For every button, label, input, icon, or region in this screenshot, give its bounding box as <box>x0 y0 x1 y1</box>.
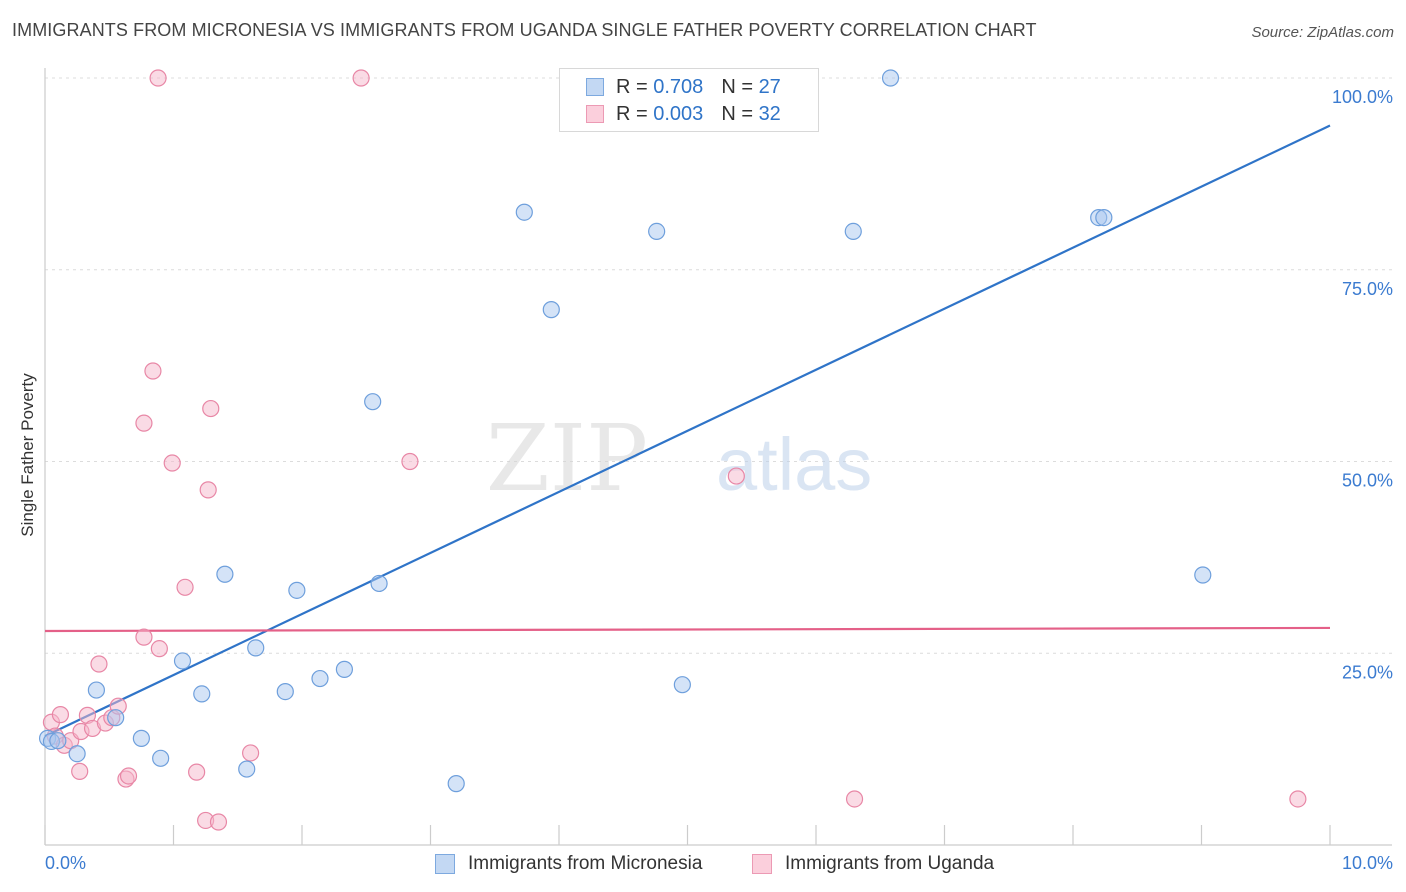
legend-label-uganda: Immigrants from Uganda <box>785 853 995 874</box>
micronesia-point <box>49 732 67 750</box>
micronesia-trendline <box>44 124 1331 738</box>
uganda-point <box>845 790 864 808</box>
legend-item-uganda: Immigrants from Uganda <box>752 852 994 876</box>
micronesia-point <box>288 581 306 599</box>
micronesia-point <box>370 574 388 593</box>
micronesia-point <box>276 682 294 701</box>
micronesia-point <box>152 749 170 767</box>
uganda-point <box>188 763 206 781</box>
uganda-point <box>51 706 70 724</box>
uganda-point <box>135 414 153 432</box>
uganda-point <box>90 655 108 673</box>
chart-title: IMMIGRANTS FROM MICRONESIA VS IMMIGRANTS… <box>12 20 1037 40</box>
uganda-point <box>352 69 370 87</box>
uganda-trendline <box>44 626 1331 633</box>
micronesia-point <box>515 203 533 221</box>
micronesia-point <box>173 652 192 670</box>
data-points <box>38 69 1307 831</box>
r-label: R = <box>616 102 648 125</box>
micronesia-point <box>132 729 150 747</box>
micronesia-point <box>238 760 256 778</box>
uganda-point <box>242 744 260 762</box>
y-tick-label: 100.0% <box>1332 87 1393 107</box>
y-tick-label: 25.0% <box>1342 662 1393 682</box>
n-value: 27 <box>758 75 781 98</box>
micronesia-point <box>107 709 125 727</box>
micronesia-point <box>335 660 354 678</box>
x-tick-label: 10.0% <box>1342 853 1393 873</box>
micronesia-legend-swatch <box>435 854 455 874</box>
n-label: N = <box>721 75 753 98</box>
trendlines <box>44 124 1331 738</box>
r-value: 0.708 <box>653 75 704 98</box>
n-value: 32 <box>758 102 781 125</box>
uganda-point <box>199 481 217 499</box>
uganda-point <box>163 454 181 472</box>
micronesia-point <box>1194 566 1212 584</box>
y-tick-label: 75.0% <box>1342 279 1393 299</box>
uganda-point <box>202 399 220 418</box>
y-axis-title: Single Father Poverty <box>18 373 37 537</box>
micronesia-point <box>844 222 862 240</box>
stats-legend-row-uganda: R = 0.003 N = 32 <box>586 102 781 126</box>
micronesia-point <box>247 639 265 657</box>
n-label: N = <box>721 102 753 125</box>
r-label: R = <box>616 75 648 98</box>
legend-item-micronesia: Immigrants from Micronesia <box>435 852 702 876</box>
uganda-point <box>150 640 168 658</box>
micronesia-point <box>87 681 106 699</box>
uganda-point <box>727 467 745 485</box>
micronesia-point <box>542 301 560 319</box>
uganda-point <box>149 69 167 87</box>
stats-legend-row-micronesia: R = 0.708 N = 27 <box>586 75 781 99</box>
watermark-atlas: atlas <box>716 423 872 506</box>
micronesia-point <box>311 669 329 688</box>
uganda-legend-swatch <box>752 854 772 874</box>
micronesia-point <box>648 222 666 240</box>
micronesia-point <box>1095 208 1113 227</box>
uganda-point <box>135 628 153 646</box>
axes <box>44 68 1392 846</box>
watermark: ZIP atlas <box>486 405 872 512</box>
tick-labels: 25.0% 50.0% 75.0% 100.0% 0.0% 10.0% <box>45 87 1393 873</box>
uganda-point <box>401 452 419 471</box>
uganda-swatch <box>586 105 604 123</box>
chart-source: Source: ZipAtlas.com <box>1251 24 1394 41</box>
micronesia-point <box>673 676 691 694</box>
uganda-point <box>176 578 194 596</box>
uganda-point <box>1289 790 1307 808</box>
micronesia-point <box>364 393 382 411</box>
micronesia-point <box>216 565 234 583</box>
micronesia-point <box>68 745 86 763</box>
x-tick-label: 0.0% <box>45 853 86 873</box>
uganda-point <box>144 362 162 380</box>
micronesia-point <box>447 775 465 793</box>
micronesia-point <box>881 69 900 87</box>
stats-legend: R = 0.708 N = 27 R = 0.003 N = 32 <box>559 68 819 132</box>
uganda-point <box>119 767 138 785</box>
r-value: 0.003 <box>653 102 704 125</box>
gridlines <box>45 77 1392 654</box>
y-tick-label: 50.0% <box>1342 471 1393 491</box>
watermark-zip: ZIP <box>486 405 648 512</box>
uganda-point <box>209 813 228 831</box>
uganda-point <box>71 762 89 780</box>
micronesia-swatch <box>586 78 604 96</box>
micronesia-point <box>193 685 211 703</box>
legend-label-micronesia: Immigrants from Micronesia <box>468 853 703 874</box>
